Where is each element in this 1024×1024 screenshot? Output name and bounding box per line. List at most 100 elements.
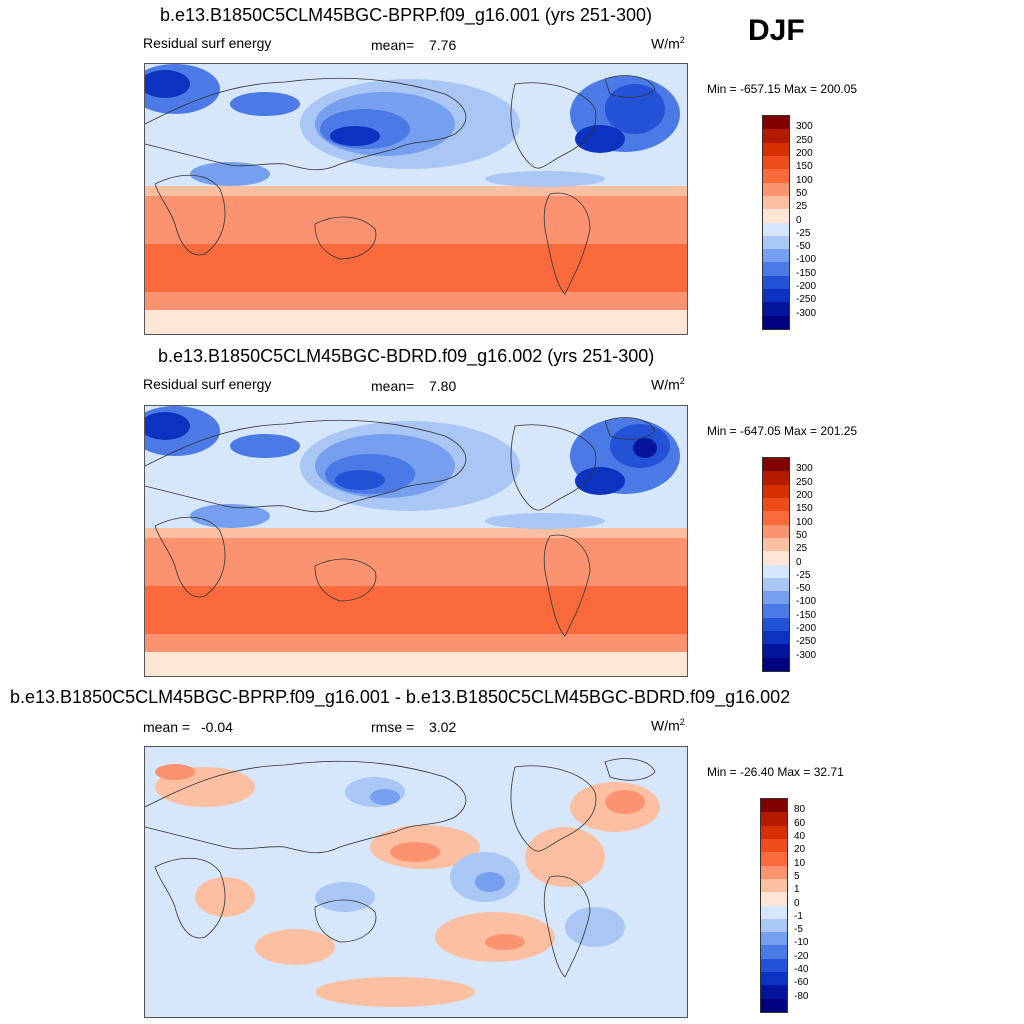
panel2-variable: Residual surf energy [143, 376, 272, 392]
panel3-units: W/m2 [651, 717, 685, 734]
panel3-mean-value: -0.04 [201, 719, 233, 735]
colorbar-tick-label: -200 [796, 281, 817, 293]
colorbar-swatch [763, 195, 789, 210]
colorbar-swatch [761, 905, 787, 920]
colorbar-swatch [763, 249, 789, 263]
colorbar-tick-label: -20 [794, 950, 809, 962]
colorbar-tick-label: 25 [796, 201, 808, 213]
panel1-map [144, 63, 688, 335]
colorbar-swatch [763, 644, 789, 659]
colorbar-swatch [761, 825, 787, 840]
panel1-variable: Residual surf energy [143, 35, 272, 51]
colorbar-swatch [761, 838, 787, 853]
colorbar-swatch [763, 129, 789, 144]
colorbar-tick-label: 1 [794, 884, 800, 896]
colorbar-tick-label: -40 [794, 964, 809, 976]
colorbar-swatch [761, 918, 787, 933]
colorbar-swatch [761, 998, 787, 1013]
panel3-colorbar: 80 60 40 20 10 5 1 0 -1 -5 -10 -20 -40 -60 -80 [760, 798, 840, 1013]
colorbar-tick-label: 40 [794, 830, 806, 842]
colorbar-tick-label: 10 [794, 857, 806, 869]
colorbar-swatch [763, 484, 789, 499]
panel3-title: b.e13.B1850C5CLM45BGC-BPRP.f09_g16.001 -… [10, 687, 791, 707]
colorbar-tick-label: 50 [796, 529, 808, 541]
panel2-colorbar: 300 250 200 150 100 50 25 0 -25 -50 -100 -150 -200 -2… [762, 457, 842, 672]
colorbar-tick-label: 50 [796, 187, 808, 199]
colorbar-tick-label: 250 [796, 476, 813, 488]
panel3-rmse-label: rmse = [371, 719, 415, 735]
colorbar-tick-label: 0 [796, 556, 802, 568]
colorbar-swatch [761, 892, 787, 906]
colorbar-swatch [763, 551, 789, 565]
colorbar-tick-label: -100 [796, 596, 817, 608]
colorbar-tick-label: 150 [796, 161, 813, 173]
colorbar-tick-label: 60 [794, 817, 806, 829]
colorbar-tick-label: -100 [796, 254, 817, 266]
colorbar-swatch [763, 458, 789, 472]
colorbar-swatch [763, 315, 789, 330]
panel1-units: W/m2 [651, 35, 685, 52]
colorbar-tick-label: 80 [794, 804, 806, 816]
colorbar-swatch [763, 169, 789, 184]
colorbar-swatch [761, 945, 787, 960]
colorbar-tick-label: -200 [796, 623, 817, 635]
colorbar-swatch [761, 865, 787, 880]
colorbar-swatch [763, 497, 789, 512]
panel1-title: b.e13.B1850C5CLM45BGC-BPRP.f09_g16.001 (… [160, 5, 652, 25]
colorbar-tick-label: -25 [796, 227, 811, 239]
colorbar-tick-label: 0 [796, 214, 802, 226]
colorbar-swatch [763, 524, 789, 539]
colorbar-swatch [763, 262, 789, 277]
panel3-colorbar-swatches [760, 798, 788, 1013]
colorbar-swatch [763, 471, 789, 486]
panel2-colorbar-swatches [762, 457, 790, 672]
colorbar-swatch [763, 182, 789, 197]
colorbar-tick-label: -300 [796, 307, 817, 319]
colorbar-tick-label: 200 [796, 147, 813, 159]
colorbar-swatch [763, 631, 789, 645]
colorbar-swatch [763, 657, 789, 672]
colorbar-swatch [763, 142, 789, 157]
colorbar-tick-label: 20 [794, 844, 806, 856]
colorbar-swatch [763, 564, 789, 579]
panel3-rmse-value: 3.02 [429, 719, 457, 735]
colorbar-swatch [761, 878, 787, 893]
colorbar-tick-label: -10 [794, 937, 809, 949]
panel2-map [144, 405, 688, 677]
colorbar-swatch [763, 289, 789, 303]
colorbar-tick-label: -60 [794, 977, 809, 989]
colorbar-swatch [763, 604, 789, 619]
colorbar-tick-label: 250 [796, 134, 813, 146]
colorbar-tick-label: -5 [794, 924, 803, 936]
colorbar-tick-label: -80 [794, 990, 809, 1002]
colorbar-tick-label: -50 [796, 583, 811, 595]
colorbar-swatch [763, 302, 789, 317]
colorbar-swatch [761, 932, 787, 946]
panel1-colorbar: 300 250 200 150 100 50 25 0 -25 -50 -100 -150 -200 -2… [762, 115, 842, 330]
colorbar-tick-label: 5 [794, 870, 800, 882]
colorbar-swatch [763, 511, 789, 526]
panel1-min-max: Min = -657.15 Max = 200.05 [707, 82, 858, 96]
panel2-title: b.e13.B1850C5CLM45BGC-BDRD.f09_g16.002 (… [158, 346, 655, 366]
season-label: DJF [748, 14, 805, 47]
colorbar-swatch [761, 972, 787, 986]
colorbar-tick-label: 200 [796, 489, 813, 501]
colorbar-tick-label: 100 [796, 516, 813, 528]
colorbar-swatch [763, 155, 789, 170]
colorbar-tick-label: -150 [796, 609, 817, 621]
colorbar-tick-label: -25 [796, 569, 811, 581]
colorbar-tick-label: -250 [796, 636, 817, 648]
panel2-mean-label: mean= [371, 378, 415, 394]
colorbar-tick-label: 300 [796, 463, 813, 475]
colorbar-swatch [763, 209, 789, 223]
colorbar-swatch [761, 799, 787, 813]
colorbar-tick-label: -150 [796, 267, 817, 279]
panel2-min-max: Min = -647.05 Max = 201.25 [707, 424, 858, 438]
panel1-mean-value: 7.76 [429, 37, 457, 53]
colorbar-swatch [763, 537, 789, 552]
colorbar-tick-label: 25 [796, 543, 808, 555]
colorbar-tick-label: -250 [796, 294, 817, 306]
panel1-mean-label: mean= [371, 37, 415, 53]
colorbar-swatch [763, 577, 789, 592]
colorbar-swatch [763, 235, 789, 250]
